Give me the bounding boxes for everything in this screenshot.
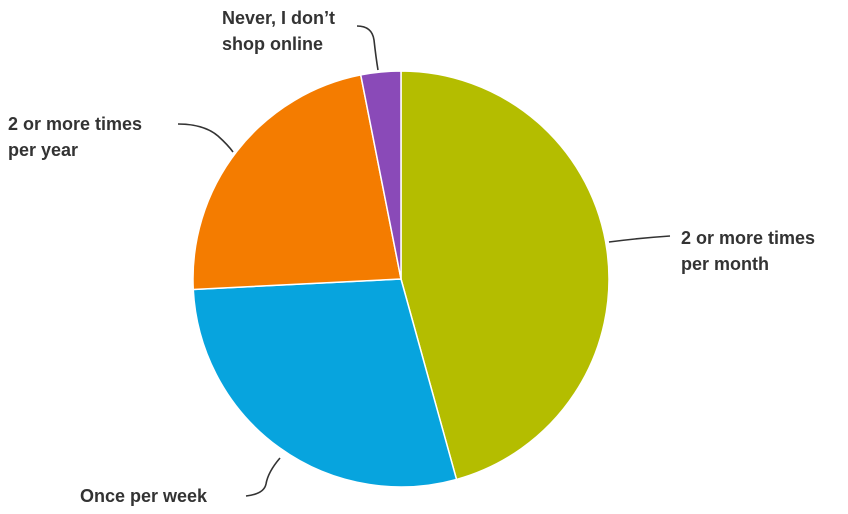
- slice-label-once-per-week: Once per week: [80, 486, 208, 506]
- slice-label-line: shop online: [222, 34, 323, 54]
- slice-label-line: per month: [681, 254, 769, 274]
- leader-line-once-per-week: [245, 457, 281, 497]
- slice-label-line: Once per week: [80, 486, 208, 506]
- slice-label-line: per year: [8, 140, 78, 160]
- pie-slice-once-per-week: [192, 278, 458, 488]
- slice-label-never-shop-online: Never, I don’t shop online: [222, 8, 340, 54]
- slice-label-line: 2 or more times: [8, 114, 142, 134]
- slice-label-line: Never, I don’t: [222, 8, 335, 28]
- slice-label-2-or-more-times-per-month: 2 or more times per month: [681, 228, 820, 274]
- pie-slices: [192, 70, 610, 488]
- pie-slice-never-i-don-t-shop-online: [359, 70, 402, 280]
- leader-lines: [177, 25, 671, 497]
- pie-slice-2-or-more-times-per-month: [400, 70, 610, 481]
- leader-line-2-or-more-times-per-month: [608, 235, 671, 243]
- leader-line-2-or-more-times-per-year: [177, 123, 234, 153]
- slice-label-2-or-more-times-per-year: 2 or more times per year: [8, 114, 147, 160]
- pie-slice-2-or-more-times-per-year: [192, 74, 402, 291]
- leader-line-never-shop-online: [356, 25, 379, 71]
- slice-label-line: 2 or more times: [681, 228, 815, 248]
